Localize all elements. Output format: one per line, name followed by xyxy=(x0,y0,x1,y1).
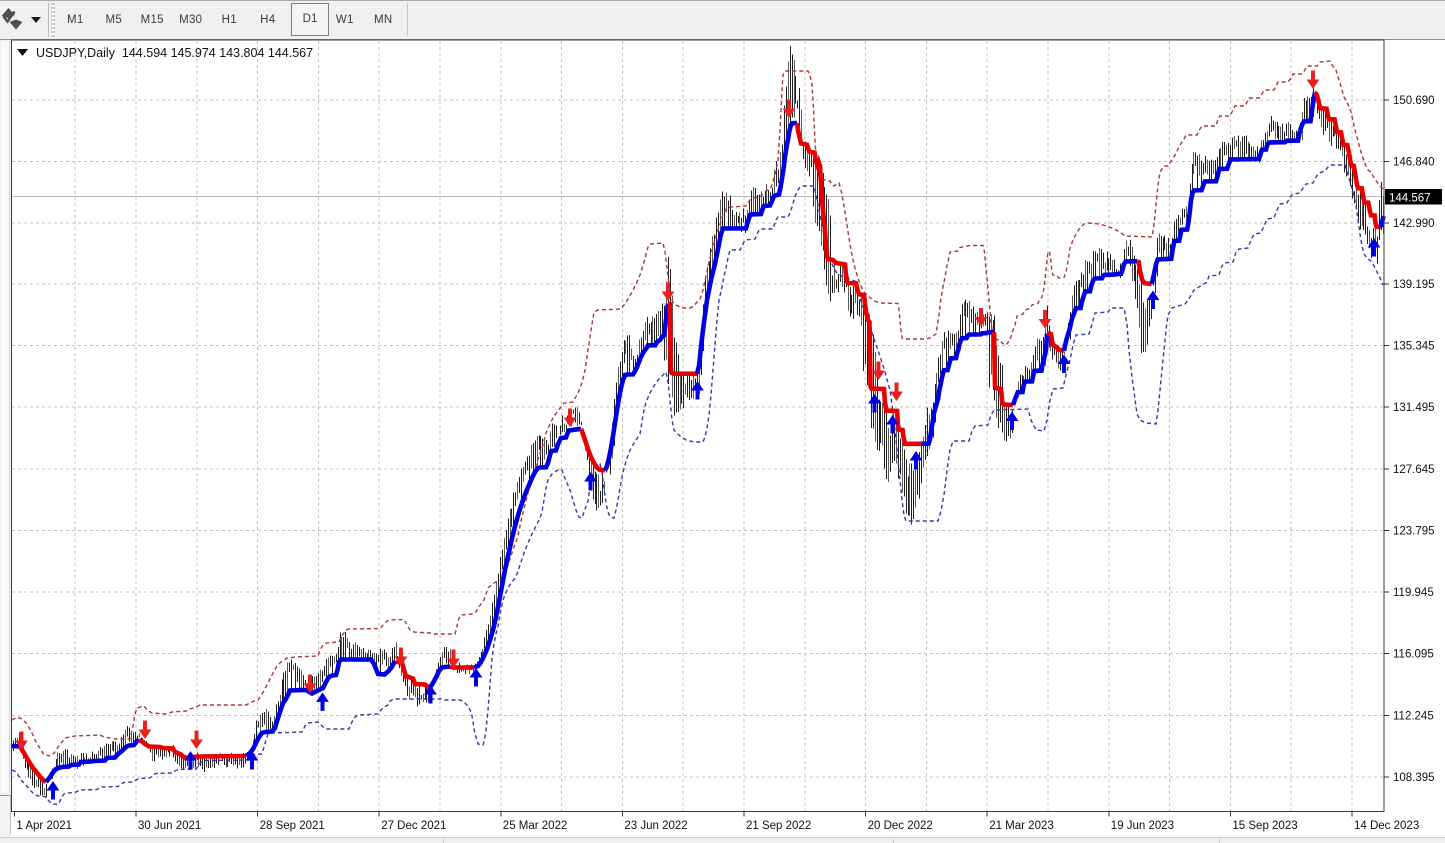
svg-text:123.795: 123.795 xyxy=(1393,526,1435,538)
svg-text:139.195: 139.195 xyxy=(1393,279,1435,291)
svg-text:146.840: 146.840 xyxy=(1393,157,1435,169)
svg-text:23 Jun 2022: 23 Jun 2022 xyxy=(624,820,687,832)
svg-text:112.245: 112.245 xyxy=(1393,710,1434,722)
svg-text:150.690: 150.690 xyxy=(1393,95,1435,107)
svg-text:108.395: 108.395 xyxy=(1393,772,1435,784)
svg-text:21 Mar 2023: 21 Mar 2023 xyxy=(989,820,1054,832)
svg-text:21 Sep 2022: 21 Sep 2022 xyxy=(746,820,811,832)
svg-text:25 Mar 2022: 25 Mar 2022 xyxy=(503,820,568,832)
svg-text:1 Apr 2021: 1 Apr 2021 xyxy=(16,820,72,832)
svg-text:119.945: 119.945 xyxy=(1393,587,1434,599)
svg-text:19 Jun 2023: 19 Jun 2023 xyxy=(1111,820,1174,832)
svg-text:142.990: 142.990 xyxy=(1393,218,1435,230)
svg-text:28 Sep 2021: 28 Sep 2021 xyxy=(260,820,325,832)
svg-text:135.345: 135.345 xyxy=(1393,341,1435,353)
svg-text:20 Dec 2022: 20 Dec 2022 xyxy=(868,820,933,832)
svg-text:116.095: 116.095 xyxy=(1393,649,1434,661)
svg-text:14 Dec 2023: 14 Dec 2023 xyxy=(1354,820,1419,832)
svg-text:USDJPY,Daily 144.594 145.974: USDJPY,Daily 144.594 145.974 143.804 144… xyxy=(36,46,313,60)
svg-text:15 Sep 2023: 15 Sep 2023 xyxy=(1232,820,1297,832)
svg-text:30 Jun 2021: 30 Jun 2021 xyxy=(138,820,201,832)
svg-text:127.645: 127.645 xyxy=(1393,464,1435,476)
svg-text:27 Dec 2021: 27 Dec 2021 xyxy=(381,820,446,832)
svg-text:144.567: 144.567 xyxy=(1389,192,1431,204)
svg-text:131.495: 131.495 xyxy=(1393,402,1435,414)
